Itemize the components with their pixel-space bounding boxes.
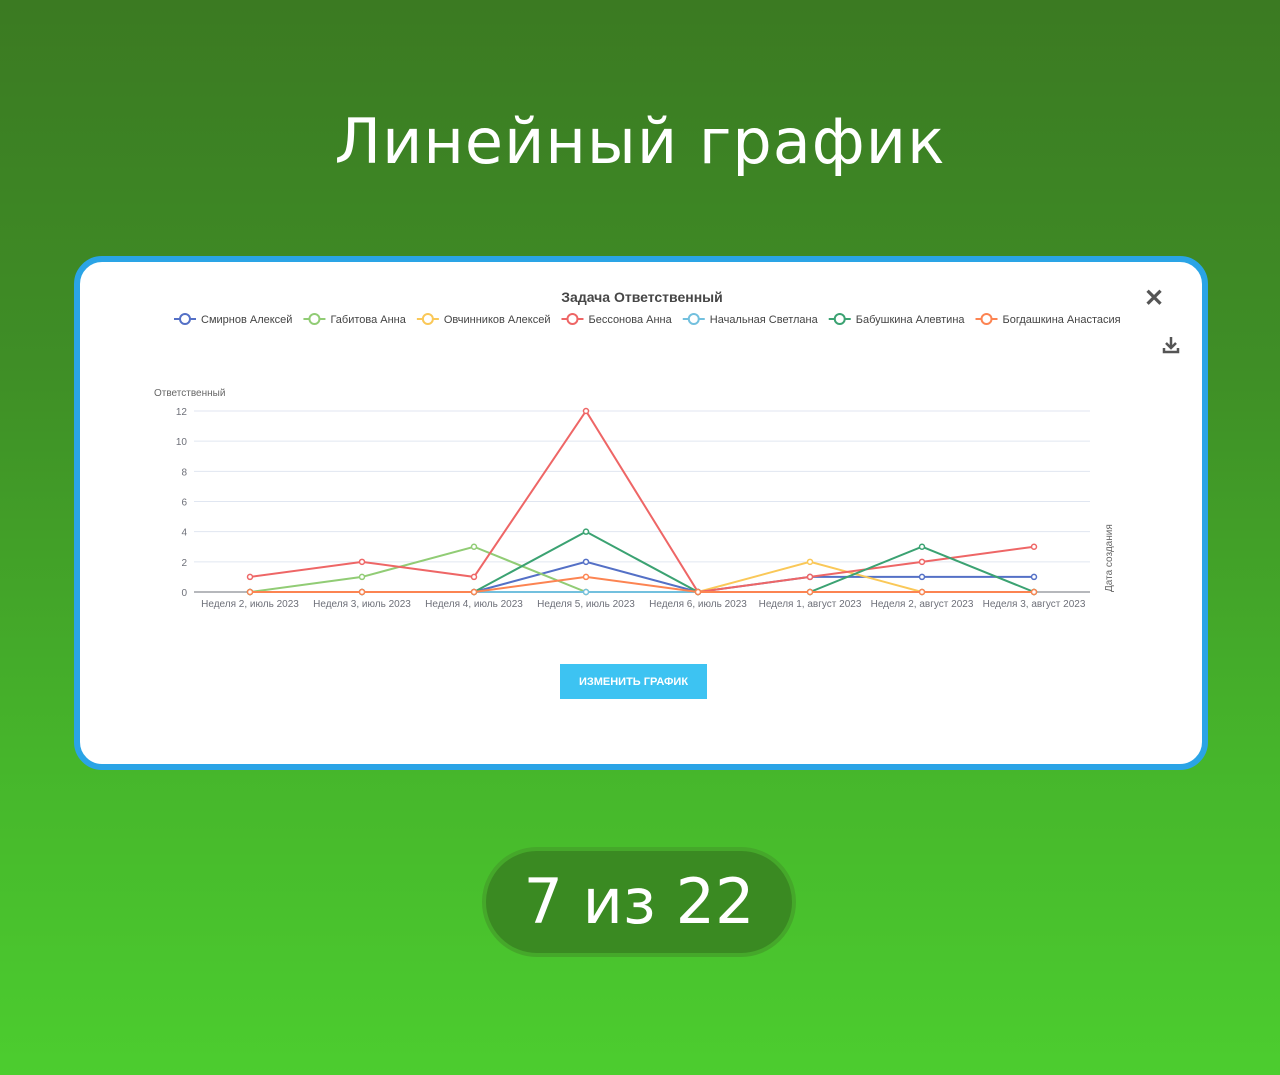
y-tick-label: 2 [181,558,187,569]
y-tick-label: 12 [176,407,188,418]
data-point [470,543,478,550]
legend-marker [687,313,700,325]
data-point [694,588,702,596]
close-icon[interactable]: ✕ [1144,285,1165,312]
x-tick-label: Неделя 1, август 2023 [759,599,862,610]
legend-label: Бессонова Анна [588,314,672,326]
legend-marker [308,313,321,325]
x-axis-label: Дата создания [1104,524,1115,592]
data-point [582,528,590,535]
x-tick-label: Неделя 2, июль 2023 [201,599,299,610]
series-line [249,409,1035,594]
data-point [918,558,926,566]
y-tick-label: 4 [181,528,187,539]
data-point [470,588,478,596]
y-tick-label: 0 [181,588,187,599]
data-point [582,573,590,581]
chart-title: Задача Ответственный [561,289,722,305]
legend-label: Бабушкина Алевтина [856,314,966,326]
y-tick-label: 6 [181,498,187,509]
x-tick-label: Неделя 5, июль 2023 [537,599,635,610]
legend-label: Смирнов Алексей [201,314,292,326]
legend-marker [421,313,434,325]
y-tick-label: 10 [176,437,188,448]
data-point [1030,588,1038,596]
pagination-badge: 7 из 22 [482,847,796,957]
data-point [470,573,478,581]
data-point [582,407,590,415]
x-tick-label: Неделя 4, июль 2023 [425,599,523,610]
data-point [918,543,926,550]
data-point [246,573,254,581]
data-point [358,588,366,596]
x-tick-label: Неделя 3, август 2023 [983,599,1086,610]
data-point [918,573,926,581]
data-point [358,558,366,566]
legend-label: Богдашкина Анастасия [1003,314,1121,326]
data-point [1030,573,1038,581]
legend-marker [179,313,191,325]
x-tick-label: Неделя 6, июль 2023 [649,599,747,610]
legend-label: Овчинников Алексей [444,314,551,326]
y-axis-label: Ответственный [154,388,225,399]
legend-marker [833,313,846,325]
legend-marker [980,313,993,325]
headline: Линейный график [334,105,946,178]
series-line [250,560,1034,594]
data-point [806,558,814,566]
data-point [358,573,366,581]
series-line [250,575,1034,593]
y-tick-label: 8 [181,467,187,478]
x-tick-label: Неделя 2, август 2023 [871,599,974,610]
data-point [1030,543,1038,550]
data-point [806,573,814,581]
legend-label: Габитова Анна [330,314,406,326]
legend-label: Начальная Светлана [710,314,819,326]
data-point [918,588,926,596]
edit-chart-button[interactable]: ИЗМЕНИТЬ ГРАФИК [560,664,707,699]
data-point [582,588,590,596]
data-point [806,588,814,596]
download-icon[interactable] [1160,334,1182,356]
legend-marker [566,313,579,325]
data-point [246,588,254,596]
x-tick-label: Неделя 3, июль 2023 [313,599,411,610]
data-point [582,558,590,566]
